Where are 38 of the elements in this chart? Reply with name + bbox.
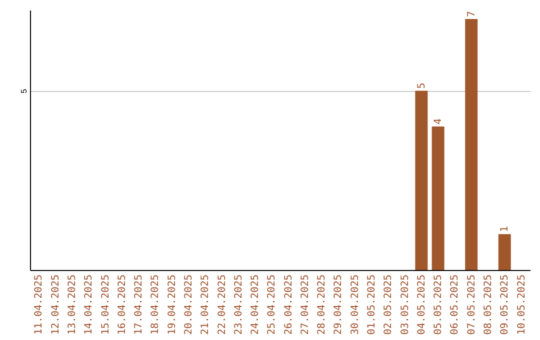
x-tick-label: 29.04.2025 — [333, 274, 344, 335]
x-tick-label: 20.04.2025 — [183, 274, 194, 335]
x-tick-label: 11.04.2025 — [34, 274, 45, 335]
bar — [432, 126, 444, 270]
x-tick-label: 10.05.2025 — [516, 274, 528, 335]
x-tick-label: 03.05.2025 — [400, 274, 411, 335]
bar — [498, 234, 511, 270]
x-tick-label: 08.05.2025 — [482, 274, 494, 335]
x-tick-label: 04.05.2025 — [416, 274, 428, 335]
data-label: 1 — [500, 226, 511, 232]
x-tick-label: 22.04.2025 — [216, 274, 228, 335]
data-label: 5 — [416, 82, 428, 89]
x-tick-label: 02.05.2025 — [383, 274, 394, 335]
x-tick-label: 23.04.2025 — [233, 274, 244, 335]
data-label: 7 — [466, 10, 478, 17]
x-tick-label: 16.04.2025 — [116, 274, 128, 335]
x-tick-label: 17.04.2025 — [134, 274, 145, 335]
x-tick-label: 24.04.2025 — [250, 274, 262, 335]
x-tick-label: 15.04.2025 — [100, 274, 112, 335]
x-tick-label: 06.05.2025 — [450, 274, 461, 335]
bar — [415, 90, 428, 270]
x-tick-label: 18.04.2025 — [150, 274, 162, 335]
bar — [465, 18, 478, 270]
x-tick-label: 28.04.2025 — [316, 274, 328, 335]
x-tick-label: 26.04.2025 — [283, 274, 294, 335]
x-tick-label: 14.04.2025 — [84, 274, 95, 335]
x-tick-label: 07.05.2025 — [466, 274, 478, 335]
data-label: 4 — [433, 118, 444, 125]
x-tick-label: 05.05.2025 — [433, 274, 444, 335]
x-tick-label: 09.05.2025 — [500, 274, 511, 335]
x-tick-label: 30.04.2025 — [350, 274, 361, 335]
x-tick-label: 27.04.2025 — [300, 274, 311, 335]
x-tick-label: 21.04.2025 — [200, 274, 212, 335]
x-tick-label: 25.04.2025 — [266, 274, 278, 335]
x-tick-label: 19.04.2025 — [166, 274, 178, 335]
x-tick-label: 12.04.2025 — [50, 274, 62, 335]
x-tick-label: 13.04.2025 — [67, 274, 78, 335]
x-tick-label: 01.05.2025 — [366, 274, 378, 335]
